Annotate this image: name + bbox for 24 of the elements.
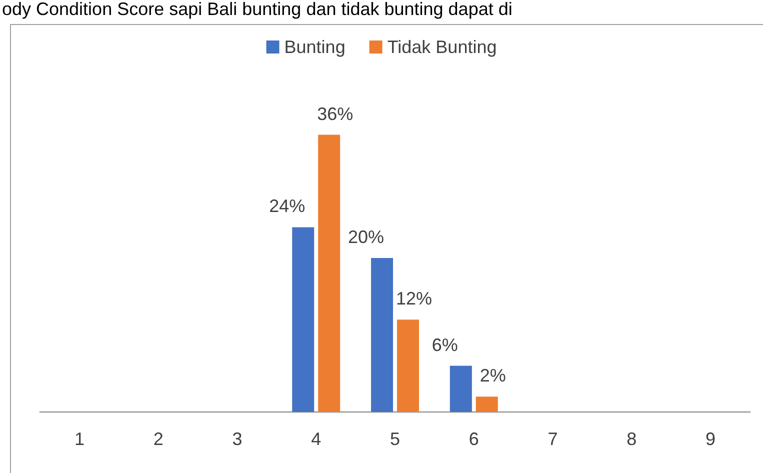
x-tick-label: 8 [626,429,637,449]
data-label: 20% [348,227,384,247]
x-tick-label: 5 [390,429,400,449]
legend-label: Bunting [284,37,346,57]
bar [318,134,340,412]
x-tick-label: 9 [706,429,716,449]
data-label: 6% [432,334,458,355]
data-label: 24% [269,196,306,216]
x-tick-label: 7 [548,429,558,449]
bar [476,396,498,412]
x-tick-label: 3 [232,429,242,449]
text: ody Condition Score sapi Bali bunting dan tidak bunting dapat di [2,0,512,19]
data-label: 2% [480,366,506,386]
legend-label: Tidak Bunting [387,37,497,57]
bar [292,227,314,412]
bar [396,320,419,412]
data-label: 12% [396,288,432,309]
x-tick-label: 1 [74,429,84,449]
bar [371,258,394,412]
bar [450,366,472,412]
x-tick-label: 2 [153,429,164,449]
x-tick-label: 6 [468,429,479,449]
data-label: 36% [317,104,354,124]
x-tick-label: 4 [311,429,322,449]
